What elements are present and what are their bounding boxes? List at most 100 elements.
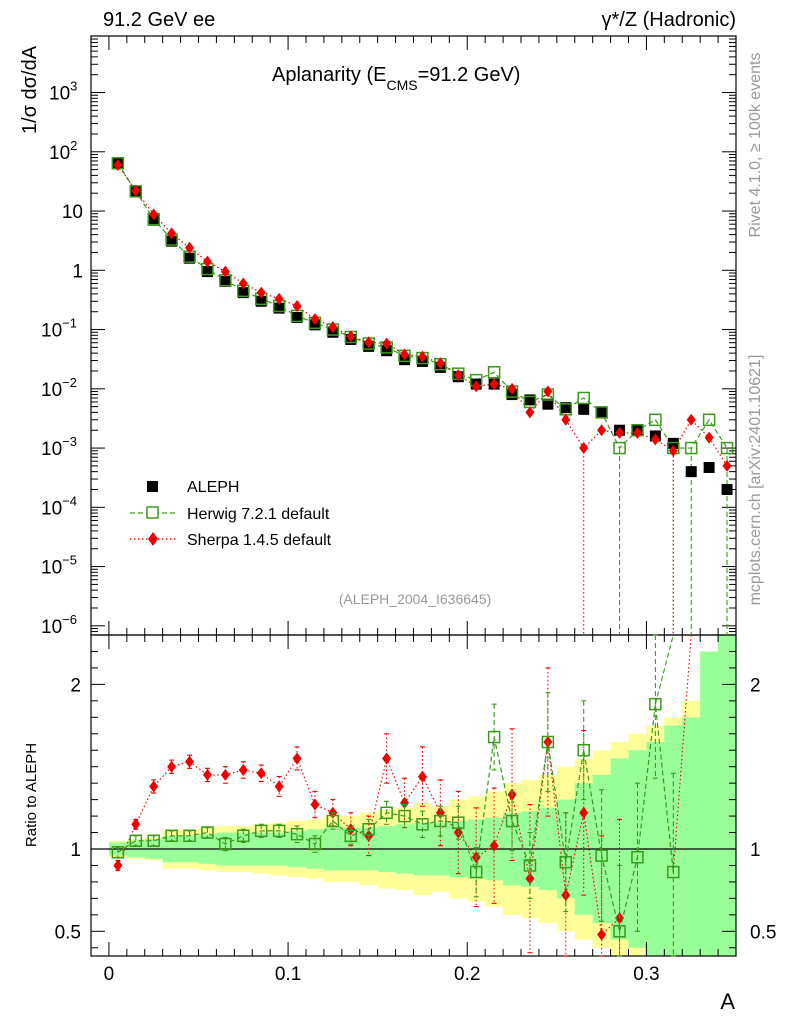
mcplots-label: mcplots.cern.ch [arXiv:2401.10621] [747, 355, 764, 606]
herwig-ratio-point [147, 834, 160, 848]
sherpa-point [579, 442, 589, 455]
herwig-point [577, 391, 590, 405]
sherpa-ratio-point [382, 752, 392, 765]
y-tick-label: 10 [62, 202, 83, 223]
herwig-ratio-point [577, 743, 590, 757]
herwig-ratio-point [344, 829, 358, 843]
ratio-axis-label: Ratio to ALEPH [23, 743, 40, 847]
sherpa-point [274, 292, 284, 305]
sherpa-point [561, 413, 571, 426]
sherpa-point [686, 413, 696, 426]
herwig-ratio-point [380, 806, 393, 820]
legend-sherpa-marker [148, 532, 158, 546]
herwig-ratio-point [308, 837, 322, 851]
herwig-ratio-point [487, 730, 501, 744]
herwig-point [720, 441, 734, 455]
analysis-id: (ALEPH_2004_I636645) [339, 591, 492, 607]
ratio-tick-label: 2 [70, 675, 81, 696]
herwig-ratio-point [595, 849, 608, 862]
header-left: 91.2 GeV ee [103, 9, 215, 31]
aleph-point [596, 406, 608, 418]
inner-band-bin [718, 635, 737, 956]
sherpa-ratio-point [256, 767, 266, 780]
y-tick-label: 10−5 [41, 553, 77, 579]
ratio-tick-label-right: 1 [750, 840, 761, 861]
sherpa-point [615, 426, 625, 439]
herwig-ratio-point [326, 814, 340, 828]
herwig-point [613, 441, 626, 455]
sherpa-ratio-point [131, 818, 141, 831]
ratio-tick-label: 1 [70, 840, 81, 861]
herwig-ratio-point [237, 829, 250, 843]
y-tick-label: 10−1 [41, 316, 77, 342]
aleph-point [685, 466, 697, 478]
sherpa-line [117, 164, 728, 467]
legend: ALEPH Herwig 7.2.1 default Sherpa 1.4.5 … [130, 479, 332, 549]
main-series [111, 157, 734, 635]
y-axis-label: 1/σ dσ/dA [19, 45, 41, 134]
sherpa-point [400, 348, 410, 361]
herwig-ratio-point [505, 814, 519, 828]
sherpa-ratio-point [113, 859, 123, 872]
legend-aleph-label: ALEPH [187, 479, 239, 496]
y-tick-label: 10−3 [41, 434, 77, 460]
ratio-tick-label-right: 2 [750, 675, 761, 696]
sherpa-ratio-point [274, 780, 284, 793]
sherpa-point [328, 321, 338, 334]
aleph-point [542, 398, 554, 410]
aleph-point [667, 437, 679, 449]
herwig-ratio-point [129, 834, 143, 848]
aleph-point [560, 402, 572, 414]
aleph-point [255, 295, 267, 307]
aleph-point [703, 461, 715, 473]
sherpa-point [131, 184, 141, 197]
sherpa-point [167, 227, 177, 240]
chart-title-tail: =91.2 GeV) [418, 64, 521, 86]
herwig-ratio-point [111, 846, 125, 859]
aleph-point [381, 345, 393, 357]
y-tick-label: 102 [49, 138, 77, 164]
y-tick-label: 10−2 [41, 375, 77, 401]
herwig-ratio-point [398, 809, 411, 823]
herwig-point [702, 413, 716, 427]
herwig-ratio-point [165, 829, 178, 843]
chart-title-main: Aplanarity (E [272, 64, 387, 86]
aleph-point [184, 252, 196, 264]
sherpa-ratio-point [292, 752, 302, 765]
sherpa-ratio-point [400, 796, 410, 809]
sherpa-point [149, 208, 159, 221]
sherpa-ratio-point [525, 872, 535, 885]
sherpa-point [310, 313, 320, 326]
herwig-ratio-point [613, 925, 626, 938]
herwig-ratio-point [183, 829, 196, 843]
header-right: γ*/Z (Hadronic) [602, 9, 736, 31]
sherpa-point [668, 444, 678, 457]
sherpa-ratio-point [310, 798, 320, 811]
legend-herwig-marker [146, 506, 159, 519]
x-tick-label: 0.1 [275, 964, 301, 985]
sherpa-point [417, 350, 427, 363]
chart-title-sub: CMS [387, 77, 418, 93]
sherpa-ratio-point [202, 768, 212, 781]
aleph-point [524, 394, 536, 406]
ratio-tick-label-right: 0.5 [750, 922, 776, 943]
herwig-ratio-point [219, 837, 232, 851]
inner-band-bin [682, 717, 701, 956]
aleph-point [237, 287, 249, 299]
herwig-ratio-point [434, 814, 447, 828]
sherpa-ratio-point [579, 806, 589, 819]
sherpa-point [722, 459, 732, 472]
ratio-tick-label: 0.5 [55, 922, 81, 943]
herwig-ratio-point [201, 826, 214, 839]
herwig-ratio-point [452, 816, 465, 829]
sherpa-point [489, 378, 499, 391]
x-axis-label: A [720, 989, 735, 1014]
y-tick-label: 103 [49, 79, 77, 105]
ratio-series [111, 634, 692, 957]
sherpa-point [704, 431, 714, 444]
herwig-point [595, 406, 608, 419]
sherpa-point [238, 277, 248, 290]
sherpa-point [185, 241, 195, 254]
x-tick-label: 0 [104, 964, 115, 985]
rivet-label: Rivet 4.1.0, ≥ 100k events [747, 53, 764, 238]
